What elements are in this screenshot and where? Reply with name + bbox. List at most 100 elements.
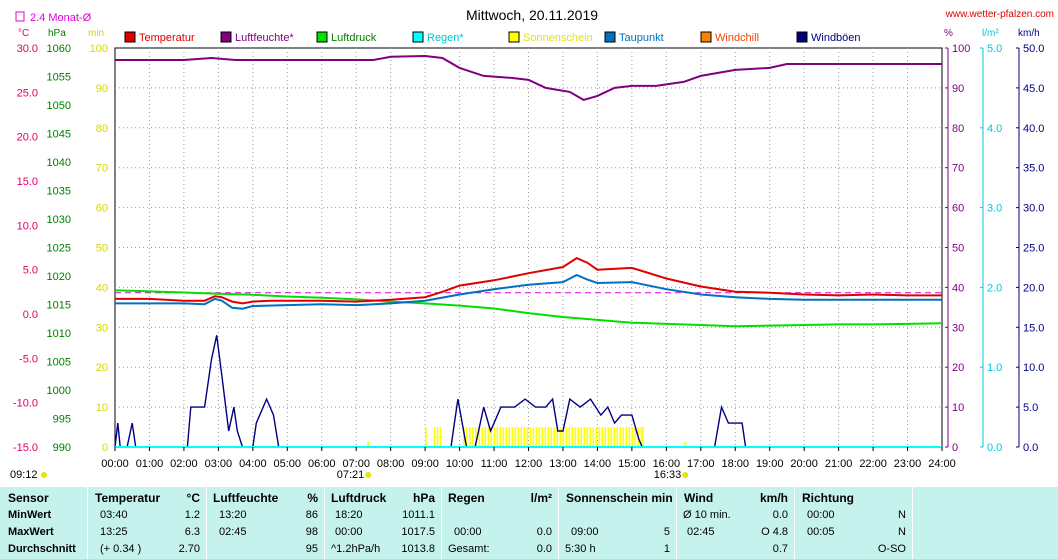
minutes-tick-label: 0 [102, 442, 108, 454]
pressure-tick-label: 1040 [47, 157, 71, 169]
sunshine-bar [547, 427, 550, 447]
pressure-tick-label: 995 [53, 414, 71, 426]
axis-unit-min: min [88, 28, 104, 39]
stats-header-temp: Temperatur [95, 491, 161, 505]
stats-dir-max-time: 00:05 [807, 526, 835, 538]
sunset-time: 16:33 [654, 469, 682, 481]
rain-tick-label: 4.0 [987, 123, 1002, 135]
avg-legend-label: 2.4 Monat-Ø [30, 12, 92, 24]
sunshine-bar [634, 427, 637, 447]
wind-tick-label: 25.0 [1023, 243, 1044, 255]
axis-unit-temp: °C [18, 28, 29, 39]
stats-sun-avg-value: 1 [663, 543, 670, 555]
x-tick-label: 10:00 [446, 458, 474, 470]
rain-tick-label: 3.0 [987, 203, 1002, 215]
sunshine-bar [607, 427, 610, 447]
pressure-tick-label: 1045 [47, 129, 71, 141]
sunshine-bar [628, 427, 631, 447]
sunshine-bar [577, 427, 580, 447]
pct-tick-label: 40 [952, 282, 964, 294]
temp-tick-label: -5.0 [19, 353, 38, 365]
sunshine-bar [517, 427, 520, 447]
stats-header-hum-unit: % [307, 491, 318, 505]
x-tick-label: 02:00 [170, 458, 198, 470]
pressure-tick-label: 1060 [47, 43, 71, 55]
minutes-tick-label: 40 [96, 282, 108, 294]
site-link[interactable]: www.wetter-pfalzen.com [945, 9, 1054, 20]
sunshine-bar [493, 427, 496, 447]
statistics-table: Sensor MinWert MaxWert Durchschnitt Temp… [0, 487, 1058, 559]
sunshine-bar [586, 427, 589, 447]
sunshine-bar [595, 427, 598, 447]
sunshine-bar [640, 427, 643, 447]
pct-tick-label: 20 [952, 362, 964, 374]
minutes-tick-label: 50 [96, 243, 108, 255]
sunshine-bar [436, 427, 439, 447]
sunshine-bar [481, 427, 484, 447]
pressure-tick-label: 1020 [47, 271, 71, 283]
legend: Temperatur Luftfeuchte* Luftdruck Regen* Son… [124, 31, 861, 44]
chart-title: Mittwoch, 20.11.2019 [466, 7, 598, 23]
sunset-sun-icon [682, 472, 689, 478]
x-tick-label: 01:00 [136, 458, 164, 470]
stats-hum-max-time: 02:45 [219, 526, 247, 538]
stats-col-sunshine: Sonnenschein min 09:00 5 5:30 h 1 [559, 487, 677, 559]
x-tick-label: 06:00 [308, 458, 336, 470]
x-axis: 00:00 01:00 02:00 03:00 04:00 05:00 06:00 07:00… [10, 447, 956, 481]
x-tick-label: 23:00 [894, 458, 922, 470]
sunshine-bar [472, 427, 474, 447]
x-tick-label: 18:00 [721, 458, 749, 470]
stats-row-label: MaxWert [8, 526, 54, 538]
x-tick-label: 08:00 [377, 458, 405, 470]
legend-swatch [604, 31, 616, 43]
series-line-temperature [115, 256, 942, 305]
sunshine-bar [604, 427, 607, 447]
temp-tick-label: 15.0 [17, 176, 38, 188]
stats-header-press-unit: hPa [412, 491, 435, 505]
x-tick-label: 00:00 [101, 458, 129, 470]
sunshine-bar [502, 427, 505, 447]
sunshine-bar [505, 427, 508, 447]
pct-tick-label: 70 [952, 163, 964, 175]
sunshine-bar [532, 427, 535, 447]
weather-chart: Mittwoch, 20.11.2019 www.wetter-pfalzen.… [10, 7, 1054, 481]
legend-swatch [124, 31, 136, 43]
sunshine-bar [610, 427, 613, 447]
pct-tick-label: 90 [952, 83, 964, 95]
wind-tick-label: 30.0 [1023, 203, 1044, 215]
sunshine-bar [514, 427, 517, 447]
x-tick-label: 07:00 [342, 458, 370, 470]
pressure-tick-label: 1030 [47, 214, 71, 226]
wind-tick-label: 15.0 [1023, 322, 1044, 334]
sunshine-bar [574, 427, 577, 447]
sunshine-bar [601, 427, 604, 447]
pressure-tick-label: 1025 [47, 243, 71, 255]
sunrise-time: 07:21 [337, 469, 365, 481]
stats-temp-max-value: 6.3 [184, 526, 200, 538]
stats-temp-min-value: 1.2 [184, 509, 200, 521]
sunshine-bar [538, 427, 541, 447]
legend-swatch [412, 31, 424, 43]
wind-tick-label: 10.0 [1023, 362, 1044, 374]
wind-tick-label: 5.0 [1023, 402, 1038, 414]
temp-tick-label: 10.0 [17, 220, 38, 232]
stats-dir-max-value: N [898, 526, 906, 538]
minutes-tick-label: 10 [96, 402, 108, 414]
sunshine-bar [484, 427, 487, 447]
sunshine-bar [523, 427, 526, 447]
pressure-tick-label: 1050 [47, 100, 71, 112]
stats-col-wind: Wind km/h Ø 10 min. 0.0 02:45 O 4.8 0.7 [677, 487, 795, 559]
x-tick-label: 20:00 [790, 458, 818, 470]
minutes-tick-label: 80 [96, 123, 108, 135]
grid [114, 47, 943, 448]
sunshine-bar [466, 427, 468, 447]
sunshine-bar [556, 427, 559, 447]
stats-col-pressure: Luftdruck hPa 18:20 1011.1 00:00 1017.5 ^1.… [325, 487, 442, 559]
series-line-pressure [114, 289, 943, 328]
stats-row-label: MinWert [8, 509, 52, 521]
sunshine-bar [568, 427, 571, 447]
stats-sun-total: 5:30 h [565, 543, 596, 555]
sunshine-bar [565, 427, 568, 447]
stats-hum-avg-value: 95 [305, 543, 318, 555]
minutes-tick-label: 70 [96, 163, 108, 175]
